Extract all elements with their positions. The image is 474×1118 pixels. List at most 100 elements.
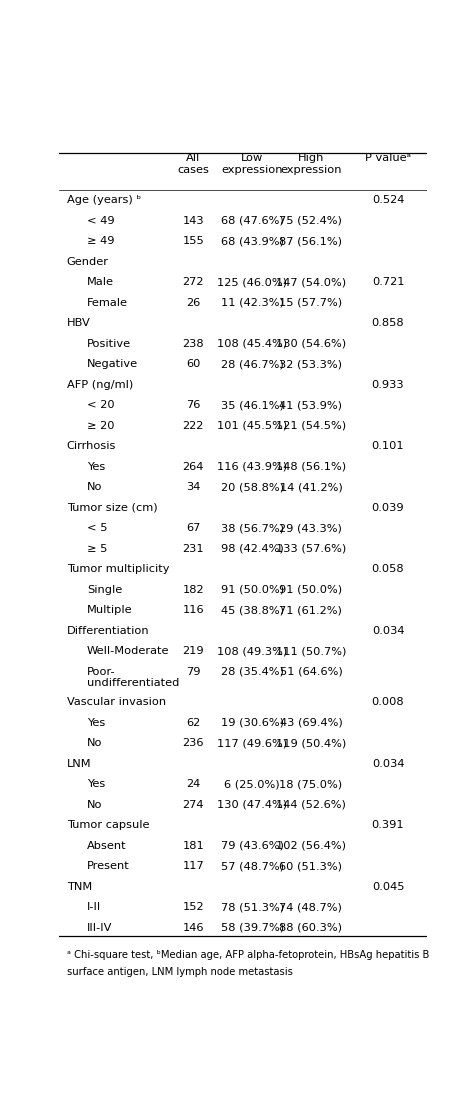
Text: Tumor size (cm): Tumor size (cm): [66, 503, 157, 513]
Text: 102 (56.4%): 102 (56.4%): [276, 841, 346, 851]
Text: 155: 155: [182, 236, 204, 246]
Text: I-II: I-II: [87, 902, 101, 912]
Text: 20 (58.8%): 20 (58.8%): [220, 482, 283, 492]
Text: III-IV: III-IV: [87, 922, 112, 932]
Text: Age (years) ᵇ: Age (years) ᵇ: [66, 196, 141, 206]
Text: ≥ 20: ≥ 20: [87, 420, 114, 430]
Text: All
cases: All cases: [177, 153, 209, 174]
Text: surface antigen, LNM lymph node metastasis: surface antigen, LNM lymph node metastas…: [66, 967, 292, 977]
Text: Female: Female: [87, 297, 128, 307]
Text: 19 (30.6%): 19 (30.6%): [220, 718, 283, 728]
Text: 60 (51.3%): 60 (51.3%): [279, 861, 342, 871]
Text: 79 (43.6%): 79 (43.6%): [221, 841, 283, 851]
Text: LNM: LNM: [66, 759, 91, 769]
Text: 6 (25.0%): 6 (25.0%): [224, 779, 280, 789]
Text: 62: 62: [186, 718, 201, 728]
Text: Differentiation: Differentiation: [66, 626, 149, 635]
Text: 0.039: 0.039: [372, 503, 404, 513]
Text: Negative: Negative: [87, 359, 138, 369]
Text: Tumor capsule: Tumor capsule: [66, 821, 149, 831]
Text: 91 (50.0%): 91 (50.0%): [220, 585, 283, 595]
Text: 34: 34: [186, 482, 201, 492]
Text: 35 (46.1%): 35 (46.1%): [221, 400, 283, 410]
Text: Low
expression: Low expression: [221, 153, 283, 174]
Text: Poor-
undifferentiated: Poor- undifferentiated: [87, 666, 179, 688]
Text: 264: 264: [182, 462, 204, 472]
Text: 88 (60.3%): 88 (60.3%): [279, 922, 342, 932]
Text: 38 (56.7%): 38 (56.7%): [220, 523, 283, 533]
Text: 32 (53.3%): 32 (53.3%): [279, 359, 342, 369]
Text: 272: 272: [182, 277, 204, 287]
Text: 15 (57.7%): 15 (57.7%): [279, 297, 342, 307]
Text: 26: 26: [186, 297, 201, 307]
Text: 108 (49.3%): 108 (49.3%): [217, 646, 287, 656]
Text: 68 (43.9%): 68 (43.9%): [221, 236, 283, 246]
Text: Tumor multiplicity: Tumor multiplicity: [66, 565, 169, 574]
Text: 0.101: 0.101: [372, 442, 404, 452]
Text: < 5: < 5: [87, 523, 107, 533]
Text: 222: 222: [182, 420, 204, 430]
Text: Present: Present: [87, 861, 129, 871]
Text: Yes: Yes: [87, 462, 105, 472]
Text: Multiple: Multiple: [87, 605, 132, 615]
Text: 0.034: 0.034: [372, 626, 404, 635]
Text: TNM: TNM: [66, 882, 92, 892]
Text: AFP (ng/ml): AFP (ng/ml): [66, 380, 133, 390]
Text: 101 (45.5%): 101 (45.5%): [217, 420, 287, 430]
Text: 45 (38.8%): 45 (38.8%): [220, 605, 283, 615]
Text: 133 (57.6%): 133 (57.6%): [276, 543, 346, 553]
Text: 91 (50.0%): 91 (50.0%): [279, 585, 342, 595]
Text: 60: 60: [186, 359, 201, 369]
Text: 43 (69.4%): 43 (69.4%): [280, 718, 342, 728]
Text: P valueᵃ: P valueᵃ: [365, 153, 411, 163]
Text: 74 (48.7%): 74 (48.7%): [280, 902, 342, 912]
Text: Vascular invasion: Vascular invasion: [66, 698, 166, 708]
Text: ≥ 5: ≥ 5: [87, 543, 107, 553]
Text: 14 (41.2%): 14 (41.2%): [280, 482, 342, 492]
Text: 231: 231: [182, 543, 204, 553]
Text: 18 (75.0%): 18 (75.0%): [279, 779, 342, 789]
Text: 58 (39.7%): 58 (39.7%): [220, 922, 283, 932]
Text: High
expression: High expression: [280, 153, 342, 174]
Text: 116 (43.9%): 116 (43.9%): [217, 462, 287, 472]
Text: No: No: [87, 482, 102, 492]
Text: 121 (54.5%): 121 (54.5%): [276, 420, 346, 430]
Text: 67: 67: [186, 523, 201, 533]
Text: 274: 274: [182, 799, 204, 809]
Text: 146: 146: [182, 922, 204, 932]
Text: 152: 152: [182, 902, 204, 912]
Text: 98 (42.4%): 98 (42.4%): [221, 543, 283, 553]
Text: 0.391: 0.391: [372, 821, 404, 831]
Text: Positive: Positive: [87, 339, 131, 349]
Text: 0.045: 0.045: [372, 882, 404, 892]
Text: 108 (45.4%): 108 (45.4%): [217, 339, 287, 349]
Text: 181: 181: [182, 841, 204, 851]
Text: 28 (35.4%): 28 (35.4%): [221, 666, 283, 676]
Text: 29 (43.3%): 29 (43.3%): [280, 523, 342, 533]
Text: No: No: [87, 738, 102, 748]
Text: < 49: < 49: [87, 216, 114, 226]
Text: 0.034: 0.034: [372, 759, 404, 769]
Text: 24: 24: [186, 779, 201, 789]
Text: 238: 238: [182, 339, 204, 349]
Text: 219: 219: [182, 646, 204, 656]
Text: 78 (51.3%): 78 (51.3%): [220, 902, 283, 912]
Text: 71 (61.2%): 71 (61.2%): [280, 605, 342, 615]
Text: ᵃ Chi-square test, ᵇMedian age, AFP alpha-fetoprotein, HBsAg hepatitis B: ᵃ Chi-square test, ᵇMedian age, AFP alph…: [66, 950, 429, 959]
Text: 119 (50.4%): 119 (50.4%): [276, 738, 346, 748]
Text: Gender: Gender: [66, 257, 109, 267]
Text: 143: 143: [182, 216, 204, 226]
Text: 0.008: 0.008: [372, 698, 404, 708]
Text: 28 (46.7%): 28 (46.7%): [221, 359, 283, 369]
Text: 11 (42.3%): 11 (42.3%): [221, 297, 283, 307]
Text: 0.524: 0.524: [372, 196, 404, 206]
Text: Well-Moderate: Well-Moderate: [87, 646, 169, 656]
Text: 0.933: 0.933: [372, 380, 404, 390]
Text: 79: 79: [186, 666, 201, 676]
Text: 144 (52.6%): 144 (52.6%): [276, 799, 346, 809]
Text: 68 (47.6%): 68 (47.6%): [221, 216, 283, 226]
Text: < 20: < 20: [87, 400, 114, 410]
Text: Absent: Absent: [87, 841, 127, 851]
Text: 0.058: 0.058: [372, 565, 404, 574]
Text: 130 (54.6%): 130 (54.6%): [276, 339, 346, 349]
